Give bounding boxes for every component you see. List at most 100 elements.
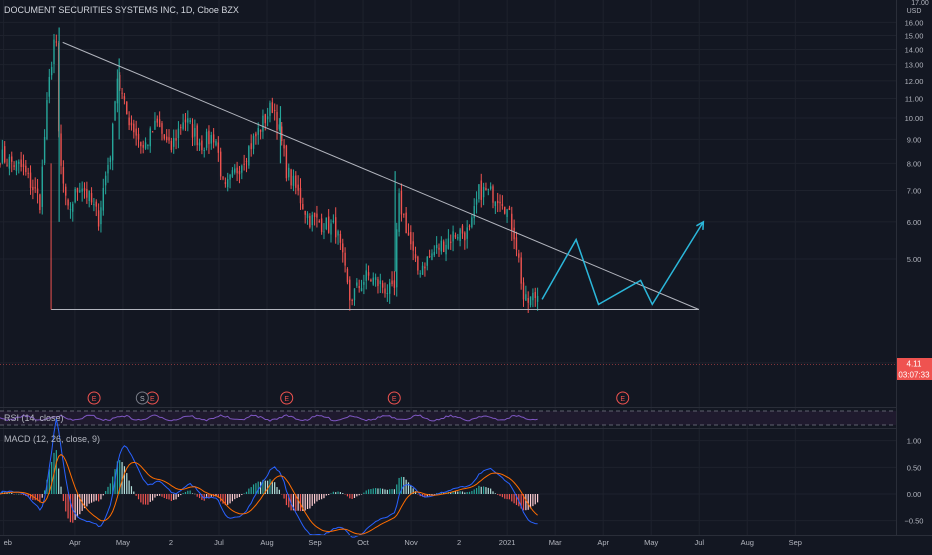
- candle-body[interactable]: [133, 123, 135, 133]
- candle-body[interactable]: [318, 221, 320, 223]
- candle-body[interactable]: [123, 96, 126, 100]
- candle-body[interactable]: [480, 180, 482, 200]
- candle-body[interactable]: [499, 201, 501, 204]
- candle-body[interactable]: [410, 231, 412, 245]
- candle-body[interactable]: [250, 143, 252, 150]
- candle-body[interactable]: [374, 277, 377, 280]
- candle-body[interactable]: [515, 237, 518, 250]
- trendline-upper[interactable]: [62, 41, 700, 310]
- candle-body[interactable]: [116, 78, 119, 104]
- symbol-title[interactable]: DOCUMENT SECURITIES SYSTEMS INC, 1D, Cbo…: [4, 5, 239, 15]
- candle-body[interactable]: [536, 295, 539, 302]
- candle-body[interactable]: [513, 227, 515, 240]
- candle-body[interactable]: [264, 114, 266, 124]
- candle-body[interactable]: [191, 124, 194, 138]
- candle-body[interactable]: [339, 233, 342, 243]
- candle-body[interactable]: [431, 253, 433, 260]
- candle-body[interactable]: [215, 141, 217, 146]
- candle-body[interactable]: [346, 268, 349, 283]
- candle-body[interactable]: [189, 120, 191, 123]
- candle-body[interactable]: [407, 232, 410, 236]
- candle-body[interactable]: [276, 111, 278, 131]
- candle-body[interactable]: [285, 145, 288, 179]
- candle-body[interactable]: [53, 39, 55, 65]
- candle-body[interactable]: [234, 168, 236, 173]
- candle-body[interactable]: [377, 279, 379, 287]
- candle-body[interactable]: [69, 209, 72, 211]
- candle-body[interactable]: [433, 251, 436, 256]
- macd-axis[interactable]: 1.00 0.50 0.00 −0.50: [905, 437, 924, 526]
- candle-body[interactable]: [522, 282, 525, 300]
- candle-body[interactable]: [309, 215, 311, 228]
- candle-body[interactable]: [205, 131, 208, 148]
- candle-body[interactable]: [464, 232, 466, 241]
- candle-body[interactable]: [466, 227, 468, 239]
- candle-body[interactable]: [396, 229, 398, 288]
- candle-body[interactable]: [473, 206, 475, 219]
- candle-body[interactable]: [34, 187, 36, 189]
- earnings-marker[interactable]: [387, 391, 401, 405]
- candle-body[interactable]: [3, 146, 6, 163]
- candle-body[interactable]: [363, 282, 365, 285]
- candle-body[interactable]: [39, 194, 41, 210]
- signal-line[interactable]: [0, 453, 538, 535]
- candle-body[interactable]: [412, 241, 414, 251]
- candle-body[interactable]: [36, 188, 39, 194]
- candle-body[interactable]: [337, 231, 339, 236]
- candle-body[interactable]: [518, 253, 520, 258]
- candle-body[interactable]: [86, 189, 88, 198]
- candle-body[interactable]: [342, 243, 344, 253]
- candle-body[interactable]: [104, 175, 107, 186]
- candle-body[interactable]: [168, 137, 170, 141]
- candle-body[interactable]: [389, 282, 391, 294]
- candle-body[interactable]: [335, 217, 337, 238]
- candle-body[interactable]: [487, 188, 490, 190]
- candle-body[interactable]: [102, 187, 104, 211]
- candle-body[interactable]: [534, 291, 536, 299]
- candle-body[interactable]: [532, 292, 534, 301]
- candle-body[interactable]: [414, 254, 417, 259]
- candle-body[interactable]: [419, 273, 421, 275]
- candle-body[interactable]: [459, 229, 461, 242]
- candle-body[interactable]: [403, 213, 405, 215]
- candle-body[interactable]: [386, 293, 389, 295]
- currency-label[interactable]: USD: [907, 8, 922, 15]
- candle-body[interactable]: [13, 165, 15, 167]
- candle-body[interactable]: [271, 102, 274, 113]
- candle-body[interactable]: [417, 256, 419, 271]
- candle-body[interactable]: [398, 193, 400, 232]
- candle-body[interactable]: [435, 244, 438, 249]
- candle-body[interactable]: [299, 187, 302, 204]
- split-marker[interactable]: [135, 391, 149, 405]
- candle-body[interactable]: [210, 134, 212, 144]
- candle-body[interactable]: [111, 123, 114, 161]
- candle-body[interactable]: [114, 101, 116, 121]
- candle-body[interactable]: [55, 41, 58, 43]
- candle-body[interactable]: [330, 223, 332, 235]
- candle-body[interactable]: [241, 165, 243, 173]
- candle-body[interactable]: [527, 298, 529, 303]
- candle-body[interactable]: [46, 100, 48, 140]
- candle-body[interactable]: [379, 280, 382, 285]
- earnings-marker[interactable]: [616, 391, 630, 405]
- projection-path[interactable]: [541, 221, 704, 306]
- candle-body[interactable]: [468, 225, 471, 227]
- candle-body[interactable]: [175, 138, 177, 141]
- macd-line[interactable]: [0, 418, 538, 538]
- candle-body[interactable]: [356, 282, 358, 286]
- candle-body[interactable]: [332, 220, 335, 222]
- candle-body[interactable]: [292, 175, 295, 186]
- candle-body[interactable]: [351, 299, 353, 301]
- candle-body[interactable]: [67, 199, 69, 206]
- candle-body[interactable]: [278, 124, 281, 130]
- candle-body[interactable]: [236, 167, 238, 174]
- macd-label[interactable]: MACD (12, 26, close, 9): [4, 434, 100, 444]
- candle-body[interactable]: [327, 216, 330, 233]
- rsi-label[interactable]: RSI (14, close): [4, 413, 64, 423]
- candle-body[interactable]: [442, 241, 445, 253]
- candle-body[interactable]: [302, 204, 304, 210]
- candle-body[interactable]: [62, 167, 65, 184]
- candle-body[interactable]: [109, 157, 112, 163]
